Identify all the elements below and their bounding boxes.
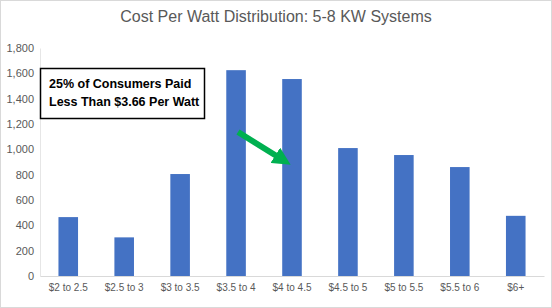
y-tick-label: 1,400 (6, 93, 34, 105)
y-tick: 1,400 (6, 93, 40, 105)
x-tick-label: $4 to 4.5 (273, 282, 312, 293)
bar (58, 217, 78, 276)
y-tick: 600 (16, 194, 40, 206)
x-tick: $3.5 to 4 (217, 276, 256, 293)
annotation-text: Less Than $3.66 Per Watt (49, 95, 200, 109)
bar (282, 79, 302, 276)
y-tick-label: 400 (16, 219, 34, 231)
x-tick: $5.5 to 6 (440, 276, 479, 293)
annotation: 25% of Consumers Paid Less Than $3.66 Per… (41, 69, 284, 161)
y-tick: 800 (16, 169, 40, 181)
y-tick-label: 1,200 (6, 118, 34, 130)
x-tick-label: $6+ (507, 282, 524, 293)
x-tick-label: $5 to 5.5 (384, 282, 423, 293)
y-axis: 0 200 400 600 800 1,000 1,200 1,400 1,600 1,800 (6, 42, 40, 282)
x-tick: $6+ (507, 276, 524, 293)
chart-border (1, 1, 552, 308)
y-tick: 1,800 (6, 42, 40, 54)
x-tick-label: $2.5 to 3 (105, 282, 144, 293)
bar (394, 155, 414, 276)
y-tick-label: 600 (16, 194, 34, 206)
x-tick: $2 to 2.5 (49, 276, 88, 293)
bar (114, 237, 134, 276)
annotation-box (41, 69, 205, 119)
bar (506, 216, 526, 276)
x-tick: $3 to 3.5 (161, 276, 200, 293)
x-tick-label: $5.5 to 6 (440, 282, 479, 293)
y-tick-label: 0 (28, 270, 34, 282)
annotation-text: 25% of Consumers Paid (49, 77, 191, 91)
x-tick-label: $3 to 3.5 (161, 282, 200, 293)
y-tick-label: 800 (16, 169, 34, 181)
y-tick: 0 (28, 270, 40, 282)
y-tick: 1,000 (6, 143, 40, 155)
bar (450, 167, 470, 276)
y-tick: 1,200 (6, 118, 40, 130)
x-tick: $4 to 4.5 (273, 276, 312, 293)
x-tick-label: $2 to 2.5 (49, 282, 88, 293)
chart-title: Cost Per Watt Distribution: 5-8 KW Syste… (120, 8, 431, 25)
y-tick-label: 200 (16, 245, 34, 257)
x-tick: $5 to 5.5 (384, 276, 423, 293)
y-tick-label: 1,600 (6, 67, 34, 79)
x-tick: $4.5 to 5 (328, 276, 367, 293)
x-tick-label: $3.5 to 4 (217, 282, 256, 293)
x-tick-label: $4.5 to 5 (328, 282, 367, 293)
x-tick: $2.5 to 3 (105, 276, 144, 293)
y-tick: 200 (16, 245, 40, 257)
x-axis: $2 to 2.5 $2.5 to 3 $3 to 3.5 $3.5 to 4 $4 t… (41, 276, 545, 293)
y-tick: 400 (16, 219, 40, 231)
chart: Cost Per Watt Distribution: 5-8 KW Syste… (0, 0, 552, 308)
y-tick: 1,600 (6, 67, 40, 79)
bar (338, 148, 358, 276)
plot-area: 0 200 400 600 800 1,000 1,200 1,400 1,600 1,800 $2… (6, 42, 544, 293)
y-tick-label: 1,800 (6, 42, 34, 54)
bar (226, 70, 246, 276)
bar (170, 174, 190, 276)
y-tick-label: 1,000 (6, 143, 34, 155)
x-axis-line (41, 276, 545, 277)
annotation-arrow (238, 132, 283, 160)
